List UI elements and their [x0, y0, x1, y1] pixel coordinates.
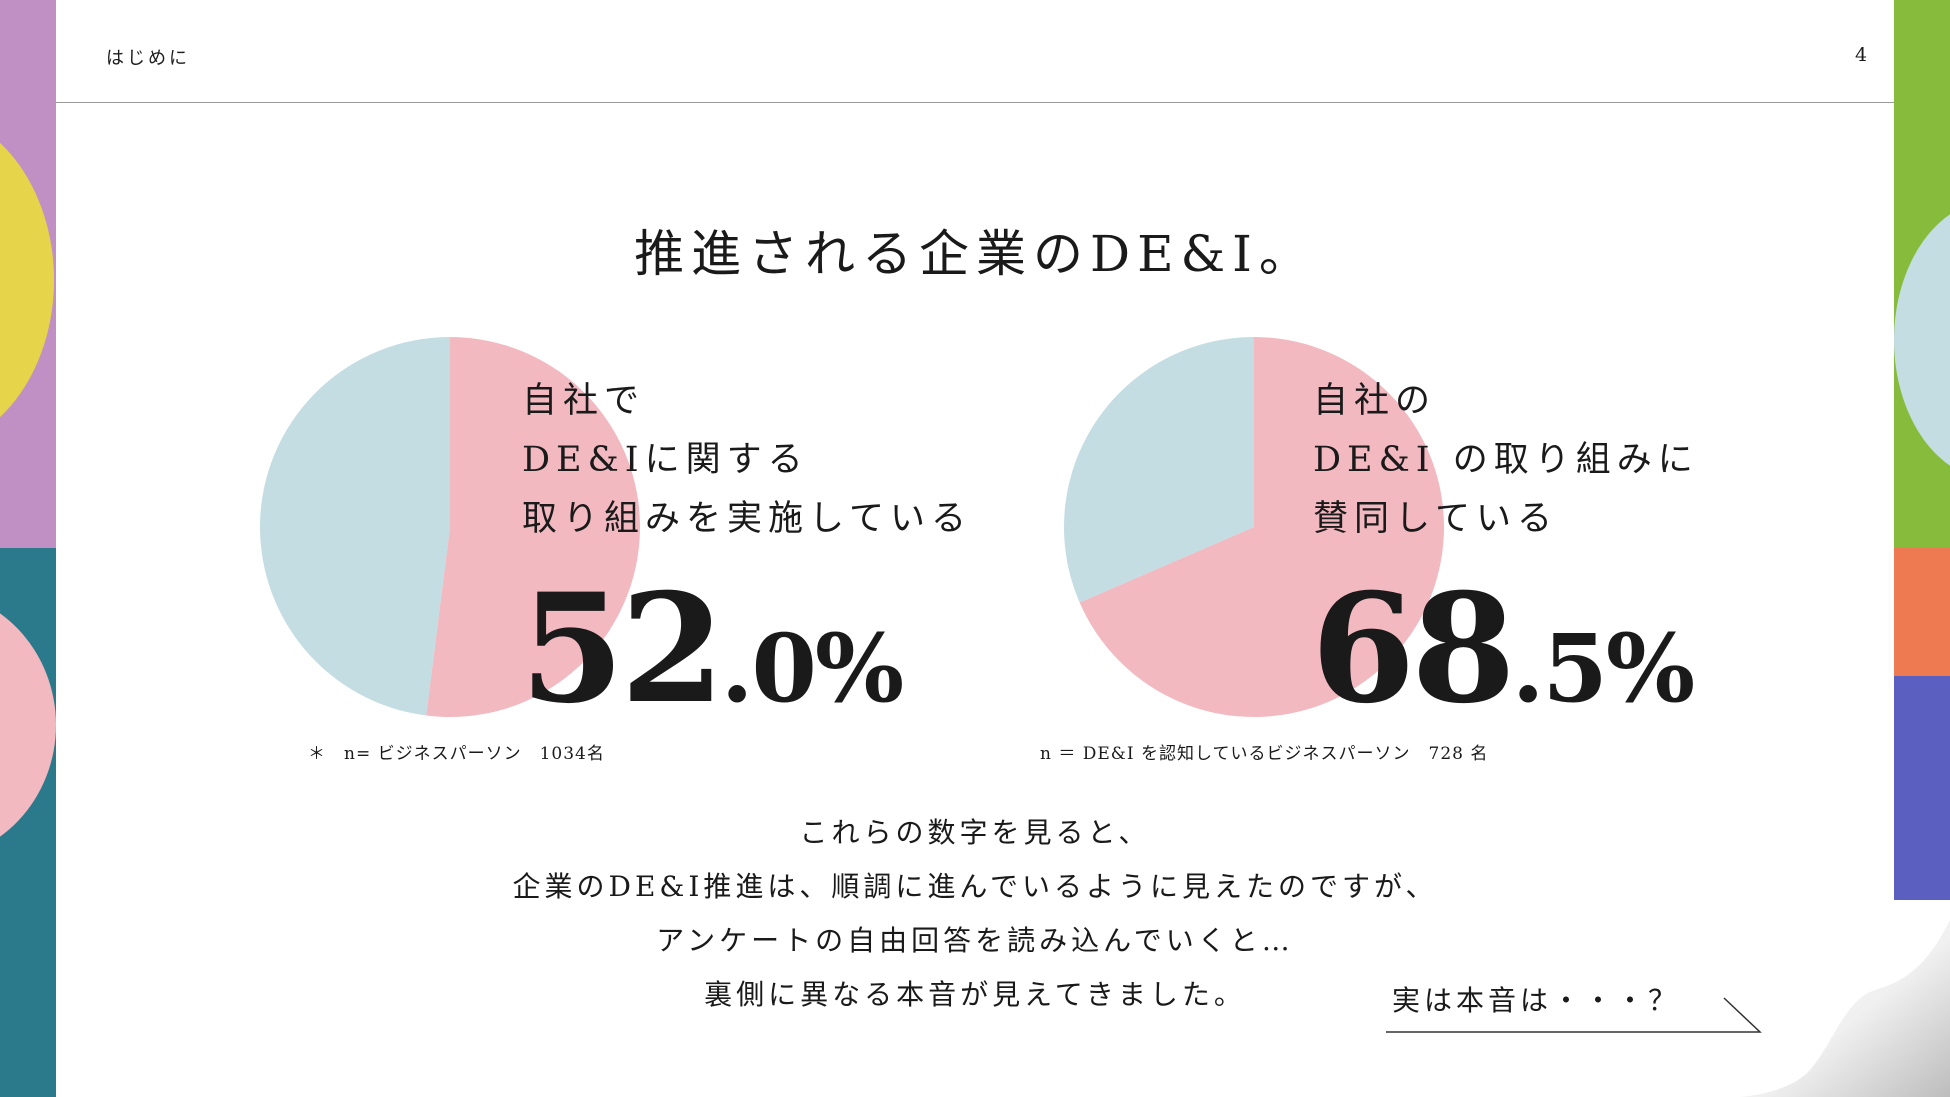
- arrow-right-icon[interactable]: [1386, 996, 1766, 1034]
- page-title: 推進される企業のDE&I。: [634, 225, 1316, 283]
- pie-left-percentage: 52.0%: [520, 574, 904, 724]
- pie-chart-right: [1064, 337, 1444, 717]
- pie-right-sample-note: n ＝ DE&I を認知しているビジネスパーソン 728 名: [1040, 744, 1489, 764]
- orange-block: [1894, 548, 1950, 676]
- pie-right-percentage-integer: 68: [1311, 561, 1516, 737]
- pie-left-sample-note: ＊ n= ビジネスパーソン 1034名: [308, 744, 605, 764]
- pie-left-label: 自社で DE&Iに関する 取り組みを実施している: [522, 372, 972, 549]
- pie-left-label-line: 取り組みを実施している: [522, 499, 972, 539]
- header-divider: [56, 102, 1894, 103]
- pie-right-label-line: 自社の: [1313, 381, 1437, 421]
- body-line: これらの数字を見ると、: [799, 816, 1151, 849]
- section-label: はじめに: [106, 48, 190, 69]
- pie-slice-other: [259, 337, 450, 716]
- pie-slice-other: [1064, 337, 1254, 603]
- pie-left-percentage-decimal: .0%: [720, 614, 904, 724]
- pie-right-label: 自社の DE&I の取り組みに 賛同している: [1313, 372, 1699, 549]
- pie-right-label-line: 賛同している: [1313, 499, 1558, 539]
- body-line: アンケートの自由回答を読み込んでいくと…: [656, 924, 1294, 957]
- body-line: 企業のDE&I推進は、順調に進んでいるように見えたのですが、: [512, 870, 1438, 903]
- pie-right-percentage-decimal: .5%: [1511, 614, 1695, 724]
- right-decorative-band: [1894, 0, 1950, 1097]
- pie-right-percentage: 68.5%: [1311, 574, 1695, 724]
- pie-chart-left: [259, 337, 640, 717]
- pie-left-percentage-integer: 52: [520, 561, 725, 737]
- page-curl-decoration: [1630, 900, 1950, 1097]
- pie-right-label-line: DE&I の取り組みに: [1313, 440, 1699, 480]
- page-number: 4: [1855, 44, 1868, 66]
- pie-left-label-line: 自社で: [522, 381, 646, 421]
- body-line: 裏側に異なる本音が見えてきました。: [704, 978, 1246, 1011]
- pie-left-label-line: DE&Iに関する: [522, 440, 809, 480]
- left-decorative-band: [0, 0, 56, 1097]
- body-text: これらの数字を見ると、 企業のDE&I推進は、順調に進んでいるように見えたのです…: [0, 806, 1950, 1022]
- next-page-link[interactable]: 実は本音は・・・？: [1392, 984, 1681, 1017]
- pie-slice-primary: [1079, 337, 1444, 717]
- pie-slice-primary: [426, 337, 640, 717]
